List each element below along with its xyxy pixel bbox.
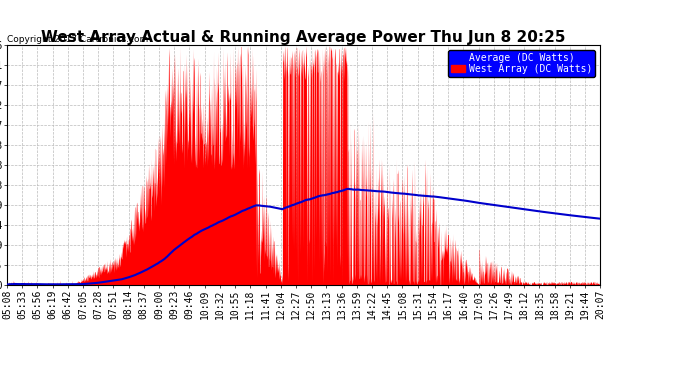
Text: Copyright 2017 Cartronics.com: Copyright 2017 Cartronics.com — [7, 35, 148, 44]
Legend: Average (DC Watts), West Array (DC Watts): Average (DC Watts), West Array (DC Watts… — [448, 50, 595, 76]
Title: West Array Actual & Running Average Power Thu Jun 8 20:25: West Array Actual & Running Average Powe… — [41, 30, 566, 45]
